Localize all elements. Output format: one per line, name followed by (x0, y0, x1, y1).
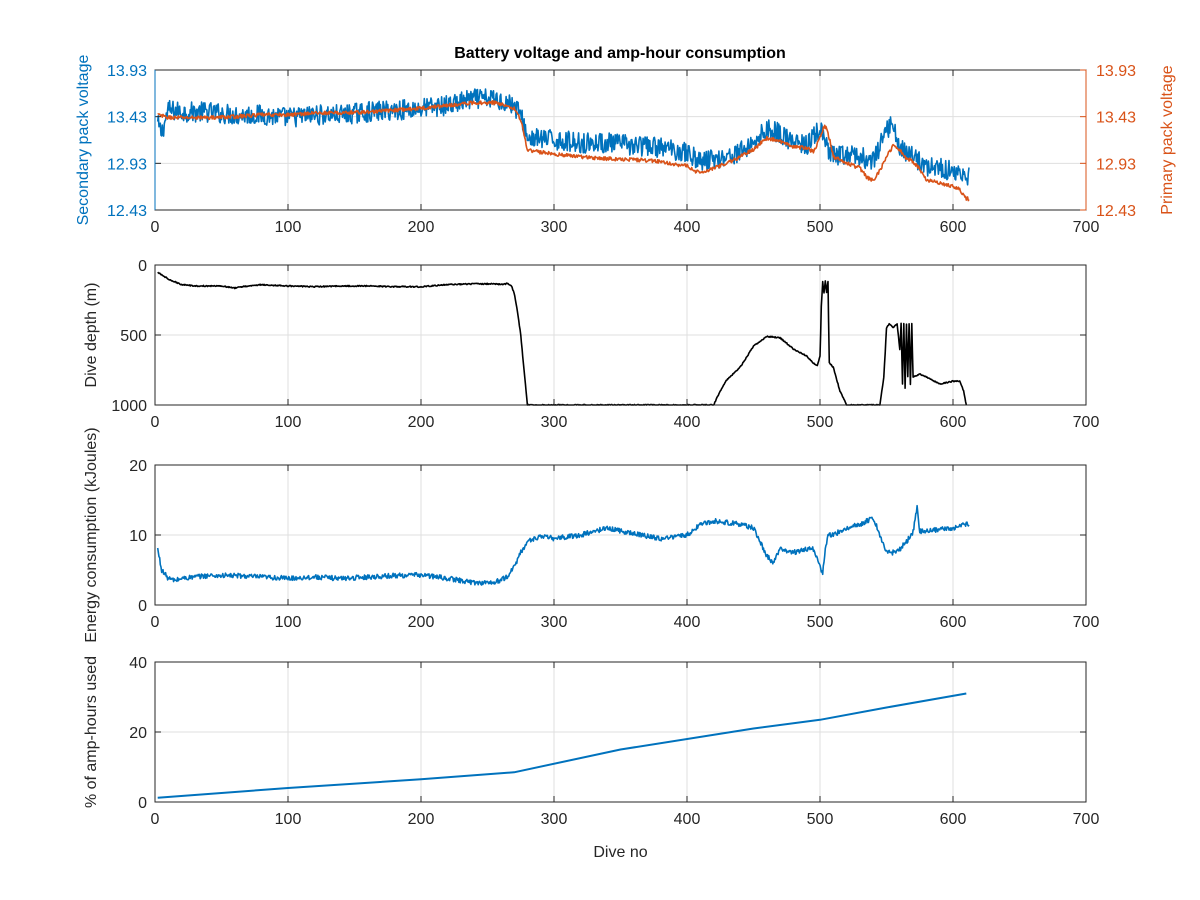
y2-tick-label: 12.43 (1096, 203, 1136, 220)
x-tick-label: 300 (541, 811, 568, 828)
x-tick-label: 300 (541, 414, 568, 431)
x-tick-label: 0 (151, 219, 160, 236)
y-tick-label: 0 (138, 598, 147, 615)
y-tick-label: 0 (138, 795, 147, 812)
x-tick-label: 500 (807, 414, 834, 431)
x-tick-label: 500 (807, 811, 834, 828)
x-tick-label: 400 (674, 414, 701, 431)
x-tick-label: 700 (1073, 219, 1100, 236)
x-tick-label: 600 (940, 811, 967, 828)
y2-tick-label: 13.43 (1096, 110, 1136, 127)
y-tick-label: 12.43 (107, 203, 147, 220)
x-tick-label: 600 (940, 614, 967, 631)
y-tick-label: 20 (129, 458, 147, 475)
panel-3: 0 100 200 300 400 500 600 700 0 10 20 Energy consum… (83, 427, 1099, 642)
y-tick-label: 12.93 (107, 156, 147, 173)
y2-tick-label: 13.93 (1096, 63, 1136, 80)
x-tick-label: 0 (151, 614, 160, 631)
y-axis-label: % of amp-hours used (83, 656, 100, 808)
series-line-4-1 (157, 692, 967, 799)
y-tick-label: 40 (129, 655, 147, 672)
x-tick-label: 100 (275, 414, 302, 431)
x-tick-label: 400 (674, 219, 701, 236)
x-tick-label: 700 (1073, 811, 1100, 828)
x-tick-label: 200 (408, 614, 435, 631)
x-tick-label: 200 (408, 414, 435, 431)
chart-title: Battery voltage and amp-hour consumption (454, 45, 786, 62)
x-tick-label: 500 (807, 614, 834, 631)
panel-2: 0 100 200 300 400 500 600 700 0 500 1000 Dive depth… (83, 258, 1099, 431)
x-tick-label: 200 (408, 219, 435, 236)
x-tick-label: 100 (275, 614, 302, 631)
y-axis-label: Dive depth (m) (83, 283, 100, 388)
x-tick-label: 200 (408, 811, 435, 828)
x-tick-label: 600 (940, 414, 967, 431)
y-tick-label: 13.43 (107, 110, 147, 127)
x-tick-label: 0 (151, 811, 160, 828)
x-tick-label: 400 (674, 811, 701, 828)
y-tick-label: 20 (129, 725, 147, 742)
x-tick-label: 100 (275, 811, 302, 828)
x-tick-label: 600 (940, 219, 967, 236)
y-tick-label: 0 (138, 258, 147, 275)
panel-4: 0 100 200 300 400 500 600 700 0 20 40 % of amp-hour… (83, 655, 1099, 861)
x-tick-label: 300 (541, 219, 568, 236)
x-tick-label: 700 (1073, 414, 1100, 431)
x-axis-label: Dive no (593, 844, 647, 861)
y-axis-label: Secondary pack voltage (75, 55, 92, 226)
y-tick-label: 13.93 (107, 63, 147, 80)
x-tick-label: 100 (275, 219, 302, 236)
y-tick-label: 1000 (111, 398, 147, 415)
y2-tick-label: 12.93 (1096, 156, 1136, 173)
plot-panels: 0 100 200 300 400 500 600 70012.4312.9313.4313.… (75, 55, 1176, 861)
panel-1: 0 100 200 300 400 500 600 70012.4312.9313.4313.… (75, 55, 1176, 236)
x-tick-label: 0 (151, 414, 160, 431)
series-line-3-1 (156, 504, 970, 586)
y-tick-label: 10 (129, 528, 147, 545)
y2-axis-label: Primary pack voltage (1159, 65, 1176, 214)
x-tick-label: 700 (1073, 614, 1100, 631)
y-axis-label: Energy consumption (kJoules) (83, 427, 100, 642)
y-tick-label: 500 (120, 328, 147, 345)
series-line-1-2 (157, 100, 970, 202)
x-tick-label: 400 (674, 614, 701, 631)
x-tick-label: 500 (807, 219, 834, 236)
x-tick-label: 300 (541, 614, 568, 631)
